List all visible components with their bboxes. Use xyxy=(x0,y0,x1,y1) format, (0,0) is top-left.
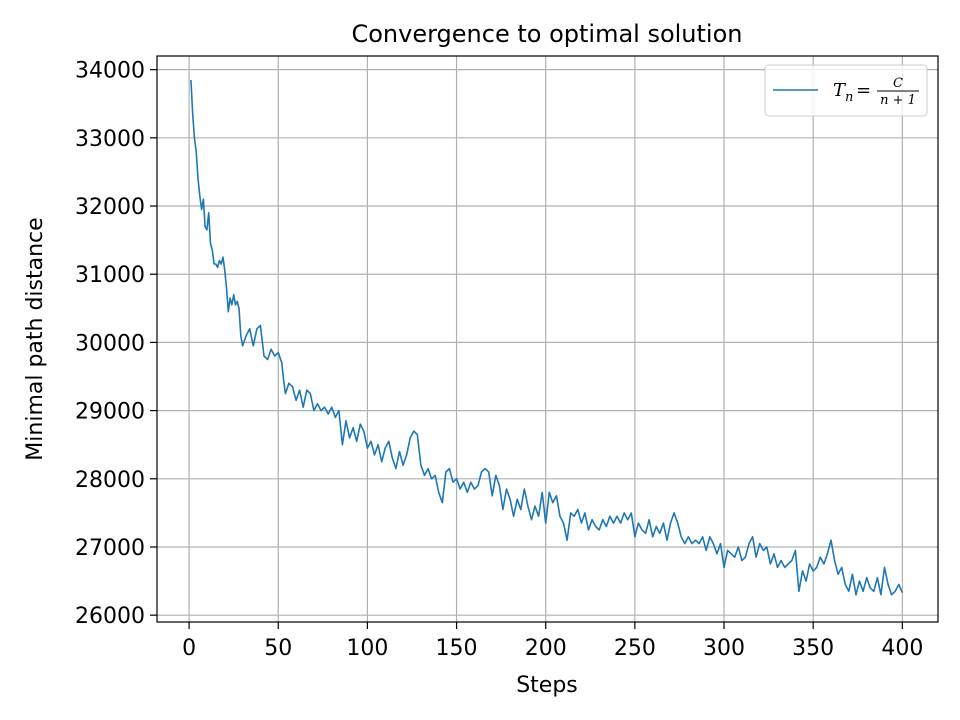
y-tick-label: 33000 xyxy=(75,127,145,152)
chart-title: Convergence to optimal solution xyxy=(351,20,742,48)
y-tick-label: 26000 xyxy=(75,604,145,629)
legend-box xyxy=(764,64,928,117)
y-tick-label: 28000 xyxy=(75,468,145,493)
series-lines xyxy=(190,79,904,596)
y-tick-label: 30000 xyxy=(75,331,145,356)
x-axis-label: Steps xyxy=(516,673,578,698)
y-axis-label: Minimal path distance xyxy=(23,217,48,460)
x-tick-label: 300 xyxy=(703,636,745,661)
y-tick-label: 31000 xyxy=(75,263,145,288)
series-line xyxy=(190,79,904,596)
x-tick-label: 250 xyxy=(614,636,656,661)
y-tick-label: 32000 xyxy=(75,195,145,220)
y-tick-label: 29000 xyxy=(75,400,145,425)
x-tick-label: 100 xyxy=(346,636,388,661)
x-tick-label: 50 xyxy=(264,636,292,661)
x-tick-label: 200 xyxy=(525,636,567,661)
legend-label-numerator: C xyxy=(893,76,903,91)
legend-label-lhs: T xyxy=(833,80,847,101)
grid-lines xyxy=(157,56,938,622)
y-tick-label: 27000 xyxy=(75,536,145,561)
plot-frame xyxy=(156,55,939,623)
x-tick-label: 0 xyxy=(182,636,196,661)
x-tick-label: 150 xyxy=(436,636,478,661)
y-ticks: 26000 27000 28000 29000 30000 31000 32000 33000… xyxy=(75,59,157,629)
legend-label-denominator: n + 1 xyxy=(880,93,916,108)
legend-label-equals: = xyxy=(856,80,871,101)
x-tick-label: 400 xyxy=(881,636,923,661)
x-ticks: 0 50 100 150 200 250 300 350 400 xyxy=(182,622,923,661)
x-tick-label: 350 xyxy=(792,636,834,661)
y-tick-label: 34000 xyxy=(75,59,145,84)
legend-label-subscript: n xyxy=(845,90,853,105)
legend: T n = C n + 1 xyxy=(764,64,928,117)
